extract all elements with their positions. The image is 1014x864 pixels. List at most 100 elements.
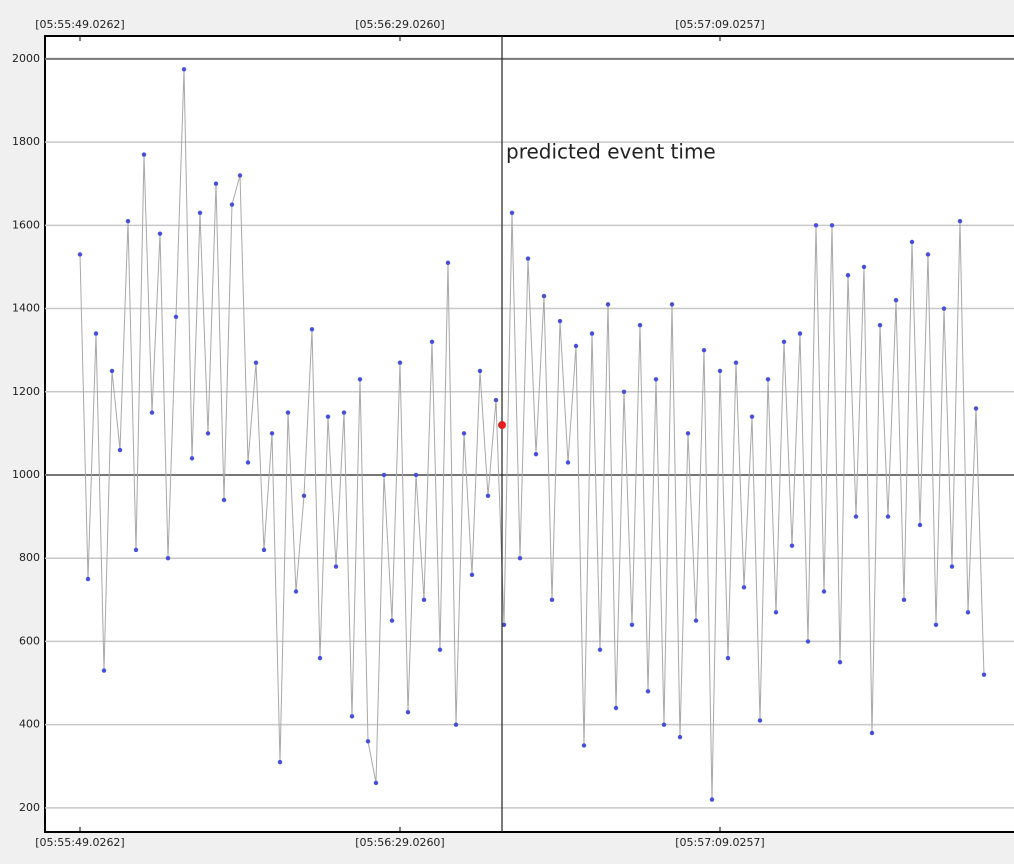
data-point	[301, 493, 307, 498]
data-point	[117, 447, 123, 453]
data-point	[925, 252, 931, 257]
y-tick-label: 1000	[12, 468, 40, 481]
data-point	[269, 431, 275, 436]
data-point	[245, 460, 251, 465]
data-point	[725, 655, 731, 661]
data-point	[237, 173, 243, 178]
data-point	[389, 618, 395, 623]
data-point	[661, 722, 667, 727]
y-tick-label: 1400	[12, 302, 40, 315]
data-point	[501, 622, 507, 627]
data-point	[885, 514, 891, 519]
data-point	[837, 660, 843, 665]
data-point	[77, 252, 83, 257]
data-point	[477, 368, 483, 374]
x-tick-label-bottom: [05:56:29.0260]	[355, 836, 444, 849]
data-point	[141, 152, 147, 157]
x-tick-label-top: [05:56:29.0260]	[355, 18, 444, 31]
data-point	[261, 547, 267, 553]
data-point	[805, 639, 811, 644]
data-point	[421, 597, 427, 603]
data-point	[277, 759, 283, 765]
data-point	[965, 610, 971, 615]
data-point	[581, 743, 587, 748]
data-point	[357, 377, 363, 382]
data-point	[629, 622, 635, 627]
data-point	[957, 218, 963, 224]
data-point	[797, 331, 803, 336]
data-point	[765, 377, 771, 382]
data-point	[685, 431, 691, 436]
data-point	[365, 739, 371, 744]
event-label: predicted event time	[506, 140, 716, 164]
data-point	[749, 414, 755, 419]
y-tick-label: 800	[19, 551, 40, 564]
data-point	[189, 456, 195, 461]
data-point	[613, 705, 619, 711]
data-point	[933, 622, 939, 627]
data-point	[453, 722, 459, 727]
data-point	[221, 497, 227, 503]
data-point	[605, 302, 611, 307]
data-point	[445, 260, 451, 265]
data-point	[381, 472, 387, 478]
data-point	[813, 223, 819, 228]
data-point	[85, 576, 91, 582]
event-point	[498, 421, 506, 430]
data-point	[901, 597, 907, 603]
x-tick-label-bottom: [05:55:49.0262]	[35, 836, 124, 849]
data-point	[517, 556, 523, 561]
data-point	[893, 298, 899, 303]
x-tick-label-top: [05:57:09.0257]	[675, 18, 764, 31]
data-point	[917, 522, 923, 528]
data-point	[701, 347, 707, 353]
data-point	[333, 564, 339, 569]
data-point	[373, 780, 379, 786]
data-point	[557, 318, 563, 324]
data-point	[549, 597, 555, 603]
data-point	[861, 264, 867, 270]
data-point	[181, 67, 187, 72]
data-point	[341, 410, 347, 415]
data-point	[309, 327, 315, 332]
data-point	[509, 210, 515, 216]
data-point	[317, 655, 323, 661]
data-point	[573, 343, 579, 349]
data-point	[485, 493, 491, 498]
data-point	[125, 218, 131, 224]
data-point	[829, 223, 835, 228]
data-point	[157, 231, 163, 236]
data-point	[973, 406, 979, 411]
y-tick-label: 1200	[12, 385, 40, 398]
data-point	[213, 181, 219, 186]
x-tick-label-bottom: [05:57:09.0257]	[675, 836, 764, 849]
data-point	[149, 410, 155, 415]
data-point	[717, 368, 723, 374]
data-point	[773, 610, 779, 615]
data-point	[821, 589, 827, 594]
y-tick-label: 2000	[12, 52, 40, 65]
data-point	[285, 410, 291, 415]
data-point	[325, 414, 331, 419]
data-point	[589, 331, 595, 336]
data-point	[525, 256, 531, 261]
data-point	[133, 547, 139, 553]
data-point	[869, 730, 875, 736]
data-point	[293, 589, 299, 594]
data-point	[405, 709, 411, 715]
data-point	[597, 647, 603, 652]
data-point	[469, 572, 475, 578]
y-tick-label: 600	[19, 634, 40, 647]
y-tick-label: 1800	[12, 135, 40, 148]
data-point	[493, 397, 499, 403]
data-point	[845, 273, 851, 278]
data-point	[853, 514, 859, 519]
data-point	[757, 718, 763, 723]
data-point	[349, 714, 355, 719]
data-point	[741, 585, 747, 590]
data-point	[93, 331, 99, 336]
data-point	[461, 431, 467, 436]
data-point	[789, 543, 795, 548]
data-point	[101, 668, 107, 673]
